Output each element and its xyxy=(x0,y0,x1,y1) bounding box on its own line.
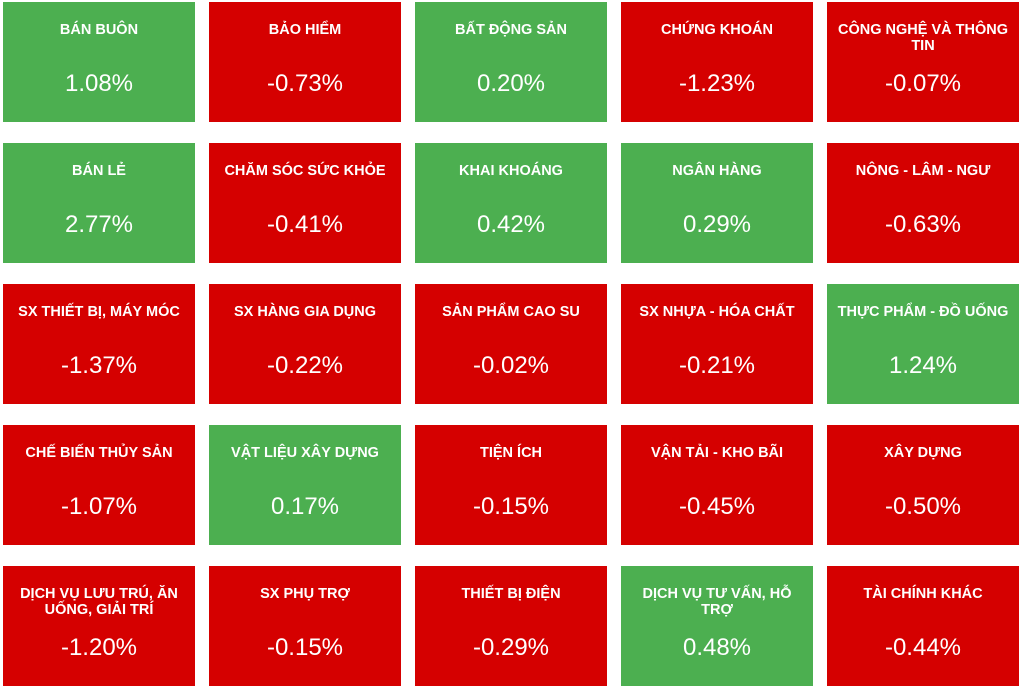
sector-change-value: -0.63% xyxy=(884,211,962,238)
sector-name: SX NHỰA - HÓA CHẤT xyxy=(639,304,795,320)
sector-name: BÁN BUÔN xyxy=(59,22,139,38)
sector-name: TIỆN ÍCH xyxy=(479,445,543,461)
sector-name: CHẾ BIẾN THỦY SẢN xyxy=(25,445,173,461)
sector-name: CÔNG NGHỆ VÀ THÔNG TIN xyxy=(838,22,1008,54)
sector-name: BẢO HIỂM xyxy=(268,22,342,38)
sector-change-value: -1.37% xyxy=(60,352,138,379)
sector-tile[interactable]: BÁN LẺ 2.77% xyxy=(3,143,195,263)
sector-change-value: -0.45% xyxy=(678,493,756,520)
sector-name: KHAI KHOÁNG xyxy=(459,163,563,179)
sector-tile[interactable]: TIỆN ÍCH -0.15% xyxy=(415,425,607,545)
sector-tile[interactable]: VẬT LIỆU XÂY DỰNG 0.17% xyxy=(209,425,401,545)
sector-name: SX THIẾT BỊ, MÁY MÓC xyxy=(18,304,180,320)
sector-name: SX PHỤ TRỢ xyxy=(260,586,350,602)
sector-change-value: 2.77% xyxy=(64,211,134,238)
sector-tile[interactable]: SẢN PHẨM CAO SU -0.02% xyxy=(415,284,607,404)
sector-change-value: 0.29% xyxy=(682,211,752,238)
sector-change-value: -0.44% xyxy=(884,634,962,661)
sector-tile[interactable]: SX PHỤ TRỢ -0.15% xyxy=(209,566,401,686)
sector-tile[interactable]: CHẾ BIẾN THỦY SẢN -1.07% xyxy=(3,425,195,545)
sector-change-value: -1.20% xyxy=(60,634,138,661)
sector-tile[interactable]: SX NHỰA - HÓA CHẤT -0.21% xyxy=(621,284,813,404)
sector-name: VẬN TẢI - KHO BÃI xyxy=(650,445,784,461)
sector-tile[interactable]: VẬN TẢI - KHO BÃI -0.45% xyxy=(621,425,813,545)
sector-name: THỰC PHẨM - ĐỒ UỐNG xyxy=(837,304,1009,320)
sector-tile[interactable]: XÂY DỰNG -0.50% xyxy=(827,425,1019,545)
sector-tile[interactable]: BẢO HIỂM -0.73% xyxy=(209,2,401,122)
sector-change-value: -0.02% xyxy=(472,352,550,379)
sector-change-value: -0.21% xyxy=(678,352,756,379)
sector-change-value: -0.73% xyxy=(266,70,344,97)
sector-change-value: 0.20% xyxy=(476,70,546,97)
sector-change-value: -0.15% xyxy=(472,493,550,520)
sector-name: DỊCH VỤ TƯ VẤN, HỖ TRỢ xyxy=(642,586,792,618)
sector-tile[interactable]: CHĂM SÓC SỨC KHỎE -0.41% xyxy=(209,143,401,263)
sector-change-value: 0.48% xyxy=(682,634,752,661)
sector-tile[interactable]: THIẾT BỊ ĐIỆN -0.29% xyxy=(415,566,607,686)
sector-change-value: 1.08% xyxy=(64,70,134,97)
sector-name: VẬT LIỆU XÂY DỰNG xyxy=(231,445,379,461)
sector-tile[interactable]: THỰC PHẨM - ĐỒ UỐNG 1.24% xyxy=(827,284,1019,404)
sector-tile[interactable]: KHAI KHOÁNG 0.42% xyxy=(415,143,607,263)
sector-change-value: -0.07% xyxy=(884,70,962,97)
sector-name: XÂY DỰNG xyxy=(884,445,962,461)
sector-name: CHỨNG KHOÁN xyxy=(661,22,773,38)
sector-change-value: -1.07% xyxy=(60,493,138,520)
sector-name: SX HÀNG GIA DỤNG xyxy=(233,304,377,320)
sector-name: BẤT ĐỘNG SẢN xyxy=(455,22,567,38)
sector-name: NÔNG - LÂM - NGƯ xyxy=(855,163,991,179)
sector-change-value: -0.22% xyxy=(266,352,344,379)
sector-tile[interactable]: SX HÀNG GIA DỤNG -0.22% xyxy=(209,284,401,404)
sector-change-value: -0.29% xyxy=(472,634,550,661)
sector-name: BÁN LẺ xyxy=(72,163,126,179)
sector-tile[interactable]: DỊCH VỤ LƯU TRÚ, ĂN UỐNG, GIẢI TRÍ -1.20% xyxy=(3,566,195,686)
sector-change-value: 0.17% xyxy=(270,493,340,520)
sector-tile[interactable]: CHỨNG KHOÁN -1.23% xyxy=(621,2,813,122)
sector-tile[interactable]: BẤT ĐỘNG SẢN 0.20% xyxy=(415,2,607,122)
sector-name: CHĂM SÓC SỨC KHỎE xyxy=(224,163,386,179)
sector-name: SẢN PHẨM CAO SU xyxy=(442,304,580,320)
sector-name: TÀI CHÍNH KHÁC xyxy=(863,586,983,602)
sector-tile[interactable]: NGÂN HÀNG 0.29% xyxy=(621,143,813,263)
sector-change-value: 0.42% xyxy=(476,211,546,238)
sector-tile[interactable]: DỊCH VỤ TƯ VẤN, HỖ TRỢ 0.48% xyxy=(621,566,813,686)
sector-change-value: -0.15% xyxy=(266,634,344,661)
sector-name: DỊCH VỤ LƯU TRÚ, ĂN UỐNG, GIẢI TRÍ xyxy=(20,586,178,618)
sector-change-value: -0.50% xyxy=(884,493,962,520)
sector-tile[interactable]: NÔNG - LÂM - NGƯ -0.63% xyxy=(827,143,1019,263)
sector-change-value: -0.41% xyxy=(266,211,344,238)
sector-change-value: 1.24% xyxy=(888,352,958,379)
sector-tile[interactable]: TÀI CHÍNH KHÁC -0.44% xyxy=(827,566,1019,686)
sector-name: NGÂN HÀNG xyxy=(672,163,762,179)
sector-tile[interactable]: CÔNG NGHỆ VÀ THÔNG TIN -0.07% xyxy=(827,2,1019,122)
sector-tile[interactable]: SX THIẾT BỊ, MÁY MÓC -1.37% xyxy=(3,284,195,404)
sector-tile[interactable]: BÁN BUÔN 1.08% xyxy=(3,2,195,122)
sector-name: THIẾT BỊ ĐIỆN xyxy=(461,586,561,602)
sector-change-value: -1.23% xyxy=(678,70,756,97)
